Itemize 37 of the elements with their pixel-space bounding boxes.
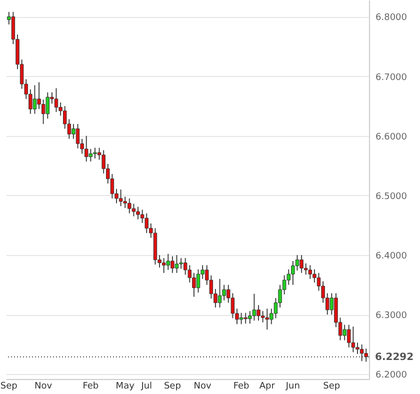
y-tick-label: 6.2000 — [376, 370, 408, 381]
candlestick — [308, 264, 312, 280]
y-tick-label: 6.6000 — [376, 132, 408, 142]
x-tick-label: Jul — [140, 382, 152, 392]
candlestick — [196, 268, 200, 294]
x-tick-label: Sep — [164, 382, 182, 392]
x-tick-label: Feb — [233, 382, 250, 392]
candlestick — [76, 123, 80, 149]
x-tick-label: Nov — [194, 382, 212, 392]
candlestick — [54, 88, 58, 113]
candlestick — [360, 344, 364, 362]
candlestick — [174, 254, 179, 274]
candlestick — [132, 203, 136, 217]
candlestick — [295, 254, 300, 272]
candlestick — [88, 148, 93, 162]
y-tick-label: 6.7000 — [376, 72, 408, 83]
x-tick-label: Jun — [284, 382, 300, 392]
candlestick — [252, 293, 256, 322]
y-tick-label: 6.5000 — [376, 192, 408, 202]
candlestick — [364, 348, 368, 362]
x-tick-label: Apr — [259, 382, 276, 392]
candlestick — [351, 326, 356, 353]
x-tick-label: May — [116, 382, 136, 392]
x-tick-label: Nov — [34, 382, 53, 392]
candlestick — [162, 258, 166, 274]
x-tick-label: Sep — [0, 382, 18, 392]
candlestick — [118, 189, 123, 207]
candlestick — [32, 84, 37, 114]
x-tick-label: Feb — [82, 382, 99, 392]
x-tick-label: Sep — [323, 382, 340, 392]
y-tick-label: 6.4000 — [376, 252, 408, 262]
y-tick-label: 6.8000 — [376, 13, 408, 24]
candlestick — [41, 99, 46, 124]
y-tick-label: 6.3000 — [376, 311, 408, 322]
candlestick — [218, 278, 222, 308]
ref-line-label: 6.2292 — [375, 352, 414, 363]
candlestick — [304, 262, 308, 276]
